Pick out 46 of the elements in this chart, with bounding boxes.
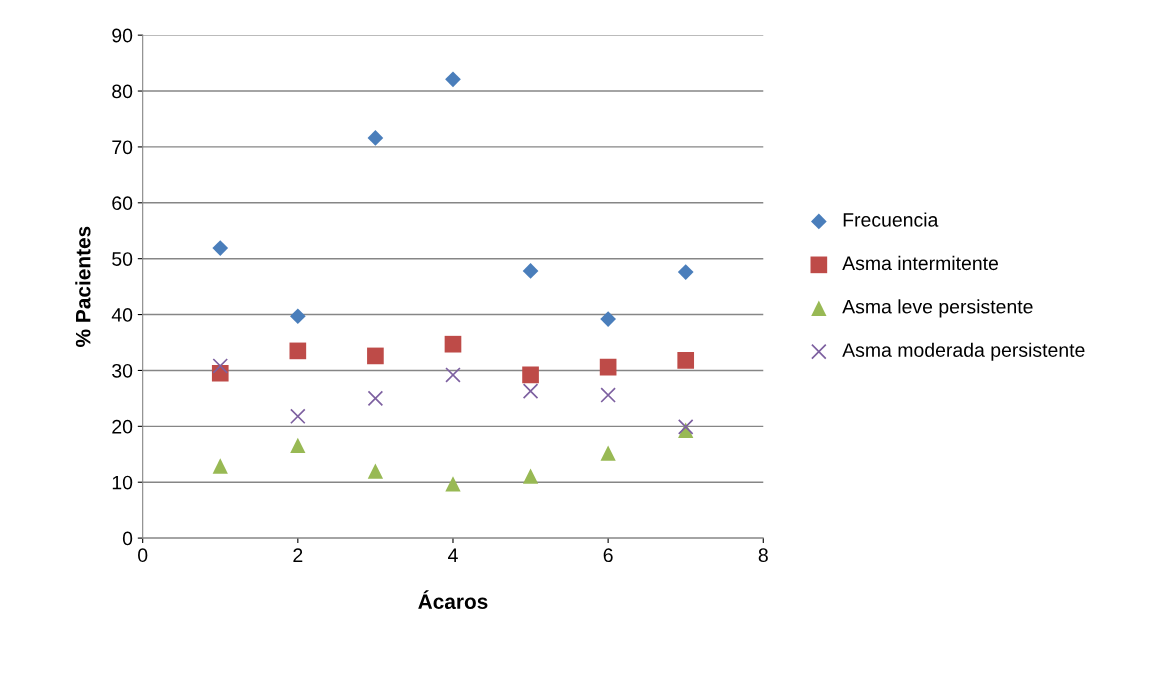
point <box>522 263 539 279</box>
point <box>367 463 384 479</box>
point <box>522 383 539 399</box>
point <box>599 358 617 376</box>
point <box>289 308 306 325</box>
x-tick-label: 0 <box>138 548 148 563</box>
x-tick-label: 2 <box>293 548 303 562</box>
point <box>677 264 694 280</box>
x-tick-label: 8 <box>758 548 768 563</box>
y-tick-label: 70 <box>112 140 133 155</box>
y-tick-label: 0 <box>122 531 133 546</box>
point <box>522 468 539 484</box>
y-tick-label: 10 <box>112 475 133 490</box>
point <box>212 458 228 474</box>
point <box>290 437 306 453</box>
point <box>445 367 461 383</box>
y-tick-label: 20 <box>112 419 133 434</box>
point <box>444 335 462 353</box>
x-tick-label: 6 <box>603 548 613 563</box>
legend-label: Frecuencia <box>843 212 939 227</box>
point <box>600 387 616 403</box>
x-tick-label: 4 <box>448 548 458 562</box>
point <box>212 240 229 256</box>
point <box>367 130 384 146</box>
legend-label: Asma intermitente <box>842 255 999 271</box>
x-axis-title: Ácaros <box>418 590 488 610</box>
point <box>289 342 307 360</box>
point <box>677 352 695 369</box>
point <box>367 347 384 365</box>
y-tick-label: 60 <box>112 196 133 211</box>
point <box>212 358 229 374</box>
point <box>522 366 539 384</box>
y-tick-label: 90 <box>112 28 133 43</box>
point <box>367 390 384 407</box>
point <box>445 476 461 492</box>
y-axis-title: % Pacientes <box>75 226 91 347</box>
point <box>600 445 616 461</box>
point <box>290 408 306 425</box>
y-tick-label: 30 <box>112 363 133 378</box>
point <box>445 71 461 88</box>
legend-label: Asma leve persistente <box>842 299 1033 318</box>
y-tick-label: 40 <box>111 308 133 322</box>
legend-label: Asma moderada persistente <box>842 342 1085 361</box>
y-tick-label: 80 <box>112 84 133 99</box>
point <box>600 311 616 327</box>
y-tick-label: 50 <box>112 252 133 266</box>
